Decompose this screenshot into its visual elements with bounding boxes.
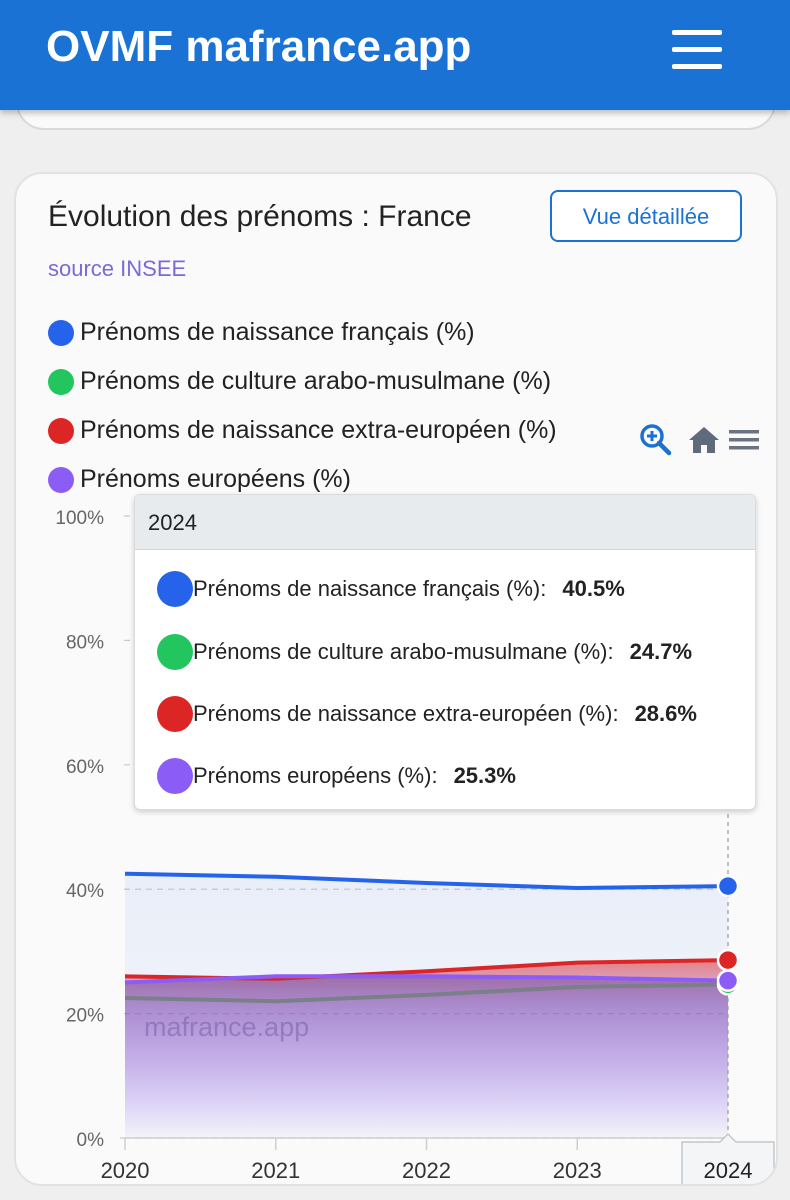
y-tick-label: 0% xyxy=(77,1130,105,1151)
legend-label: Prénoms européens (%) xyxy=(80,465,351,493)
x-tick-label: 2023 xyxy=(553,1158,602,1183)
chart-toolbar xyxy=(638,422,762,458)
y-tick-label: 40% xyxy=(66,881,104,902)
hamburger-menu-icon[interactable] xyxy=(672,30,722,70)
legend-label: Prénoms de naissance français (%) xyxy=(80,318,475,346)
x-highlight-box xyxy=(681,1133,775,1184)
y-tick-label: 60% xyxy=(66,757,104,778)
x-tick-label: 2022 xyxy=(402,1158,451,1183)
series-point xyxy=(716,874,740,898)
home-icon[interactable] xyxy=(686,422,722,458)
series-area xyxy=(125,976,728,1138)
tooltip-label: Prénoms européens (%): xyxy=(193,763,438,788)
series-line xyxy=(124,982,729,1004)
y-tick-label: 20% xyxy=(66,1006,104,1027)
tooltip-value: 24.7% xyxy=(629,639,693,664)
chart-tooltip: 2024 Prénoms de naissance français (%): … xyxy=(134,494,756,810)
legend-dot xyxy=(48,466,74,493)
app-header: OVMF mafrance.app xyxy=(0,0,790,110)
chart-menu-icon[interactable] xyxy=(726,422,762,458)
chart-area: 0%20%40%60%80%100%mafrance.app 202020212… xyxy=(55,508,775,1184)
series-line xyxy=(124,871,729,890)
tooltip-dot xyxy=(157,696,193,732)
series-point xyxy=(716,969,740,992)
tooltip-label: Prénoms de naissance extra-européen (%): xyxy=(193,701,619,726)
legend-dot xyxy=(48,319,74,346)
y-tick-label: 100% xyxy=(55,508,104,529)
series-point xyxy=(716,948,740,972)
legend-item-europeens[interactable]: Prénoms européens (%) xyxy=(48,455,557,504)
legend-item-arabo-musulmane[interactable]: Prénoms de culture arabo-musulmane (%) xyxy=(48,357,557,406)
series-line xyxy=(124,974,729,985)
tooltip-year: 2024 xyxy=(135,495,755,550)
x-tick-label: 2021 xyxy=(251,1158,300,1183)
tooltip-row: Prénoms de naissance extra-européen (%):… xyxy=(157,696,697,732)
tooltip-value: 40.5% xyxy=(562,576,625,601)
chart-legend: Prénoms de naissance français (%) Prénom… xyxy=(48,308,557,504)
legend-dot xyxy=(48,417,74,444)
zoom-in-icon[interactable] xyxy=(638,422,674,458)
tooltip-value: 25.3% xyxy=(453,763,516,788)
source-link[interactable]: source INSEE xyxy=(48,256,187,281)
brand-title[interactable]: OVMF mafrance.app xyxy=(46,22,472,71)
legend-dot xyxy=(48,368,74,395)
detailed-view-button[interactable]: Vue détaillée xyxy=(550,190,742,242)
tooltip-dot xyxy=(157,634,193,670)
legend-label: Prénoms de culture arabo-musulmane (%) xyxy=(80,367,552,395)
tooltip-label: Prénoms de culture arabo-musulmane (%): xyxy=(193,639,614,664)
chart-title: Évolution des prénoms : France xyxy=(48,200,472,233)
tooltip-dot xyxy=(157,571,193,607)
y-tick-label: 80% xyxy=(66,632,104,653)
tooltip-dot xyxy=(157,758,193,794)
tooltip-row: Prénoms de culture arabo-musulmane (%): … xyxy=(157,634,692,670)
legend-label: Prénoms de naissance extra-européen (%) xyxy=(80,416,557,444)
x-highlight-label: 2024 xyxy=(704,1158,753,1183)
tooltip-label: Prénoms de naissance français (%): xyxy=(193,576,547,601)
x-tick-label: 2020 xyxy=(101,1158,150,1183)
tooltip-row: Prénoms de naissance français (%): 40.5% xyxy=(157,571,625,607)
legend-item-extra-europeen[interactable]: Prénoms de naissance extra-européen (%) xyxy=(48,406,557,455)
tooltip-value: 28.6% xyxy=(634,701,697,726)
legend-item-francais[interactable]: Prénoms de naissance français (%) xyxy=(48,308,557,357)
tooltip-row: Prénoms européens (%): 25.3% xyxy=(157,758,516,794)
chart-card: 0%20%40%60%80%100%mafrance.app 202020212… xyxy=(14,172,778,1186)
